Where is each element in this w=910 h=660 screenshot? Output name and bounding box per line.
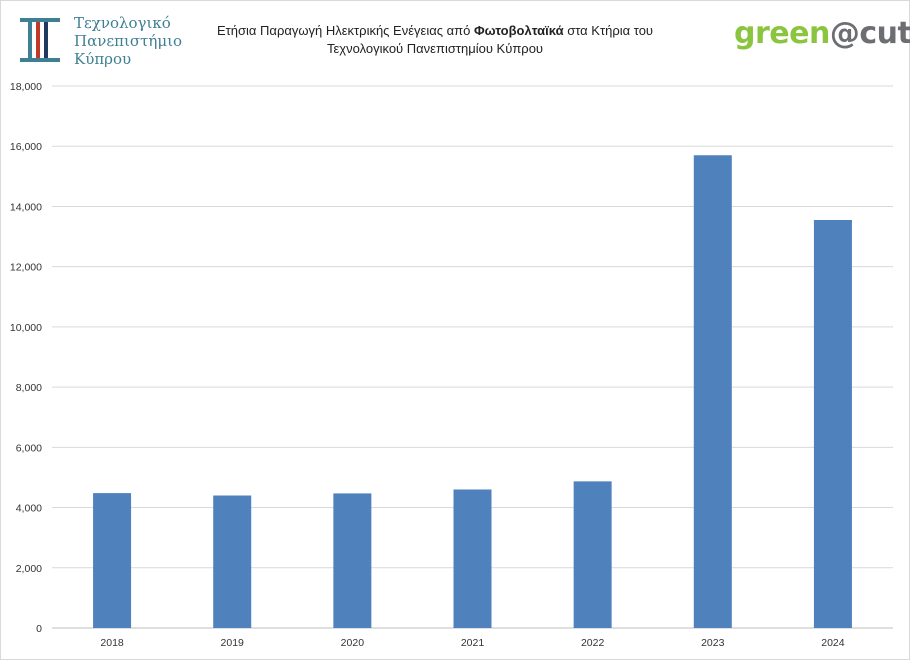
university-logo: Τεχνολογικό Πανεπιστήμιο Κύπρου [18, 14, 218, 70]
title-bold: Φωτοβολταϊκά [473, 23, 564, 38]
x-tick-label: 2021 [461, 637, 485, 649]
y-tick-label: 6,000 [16, 442, 42, 454]
bar-2024 [813, 219, 852, 628]
bar-2020 [333, 493, 372, 628]
title-part-2: στα Κτήρια του [563, 23, 654, 38]
y-tick-label: 0 [36, 623, 42, 635]
chart-title: Ετήσια Παραγωγή Ηλεκτρικής Ενέγειας από … [200, 22, 670, 58]
x-tick-label: 2019 [221, 637, 245, 649]
bar-2022 [573, 481, 612, 628]
brand-cut: @cut [829, 16, 910, 51]
bar-2021 [453, 489, 492, 628]
y-tick-label: 18,000 [10, 81, 42, 93]
brand-green: green [734, 16, 830, 51]
institution-line-3: Κύπρου [74, 50, 132, 68]
title-part-1: Ετήσια Παραγωγή Ηλεκτρικής Ενέγειας από [216, 23, 474, 38]
university-emblem-icon [20, 18, 60, 62]
green-at-cut-logo: green@cut [734, 14, 910, 54]
x-tick-label: 2023 [701, 637, 725, 649]
x-tick-label: 2024 [821, 637, 845, 649]
y-tick-label: 2,000 [16, 563, 42, 575]
bar-2023 [693, 155, 732, 628]
institution-line-1: Τεχνολογικό [74, 14, 171, 32]
x-tick-label: 2020 [341, 637, 365, 649]
y-tick-label: 14,000 [10, 201, 42, 213]
y-tick-label: 4,000 [16, 503, 42, 515]
y-tick-label: 10,000 [10, 322, 42, 334]
x-tick-label: 2018 [100, 637, 124, 649]
x-tick-label: 2022 [581, 637, 605, 649]
y-tick-label: 16,000 [10, 141, 42, 153]
y-tick-label: 12,000 [10, 262, 42, 274]
institution-line-2: Πανεπιστήμιο [74, 32, 183, 50]
y-tick-label: 8,000 [16, 382, 42, 394]
bar-2018 [93, 493, 132, 628]
bar-2019 [213, 495, 252, 628]
title-line-2: Τεχνολογικού Πανεπιστημίου Κύπρου [326, 41, 544, 56]
